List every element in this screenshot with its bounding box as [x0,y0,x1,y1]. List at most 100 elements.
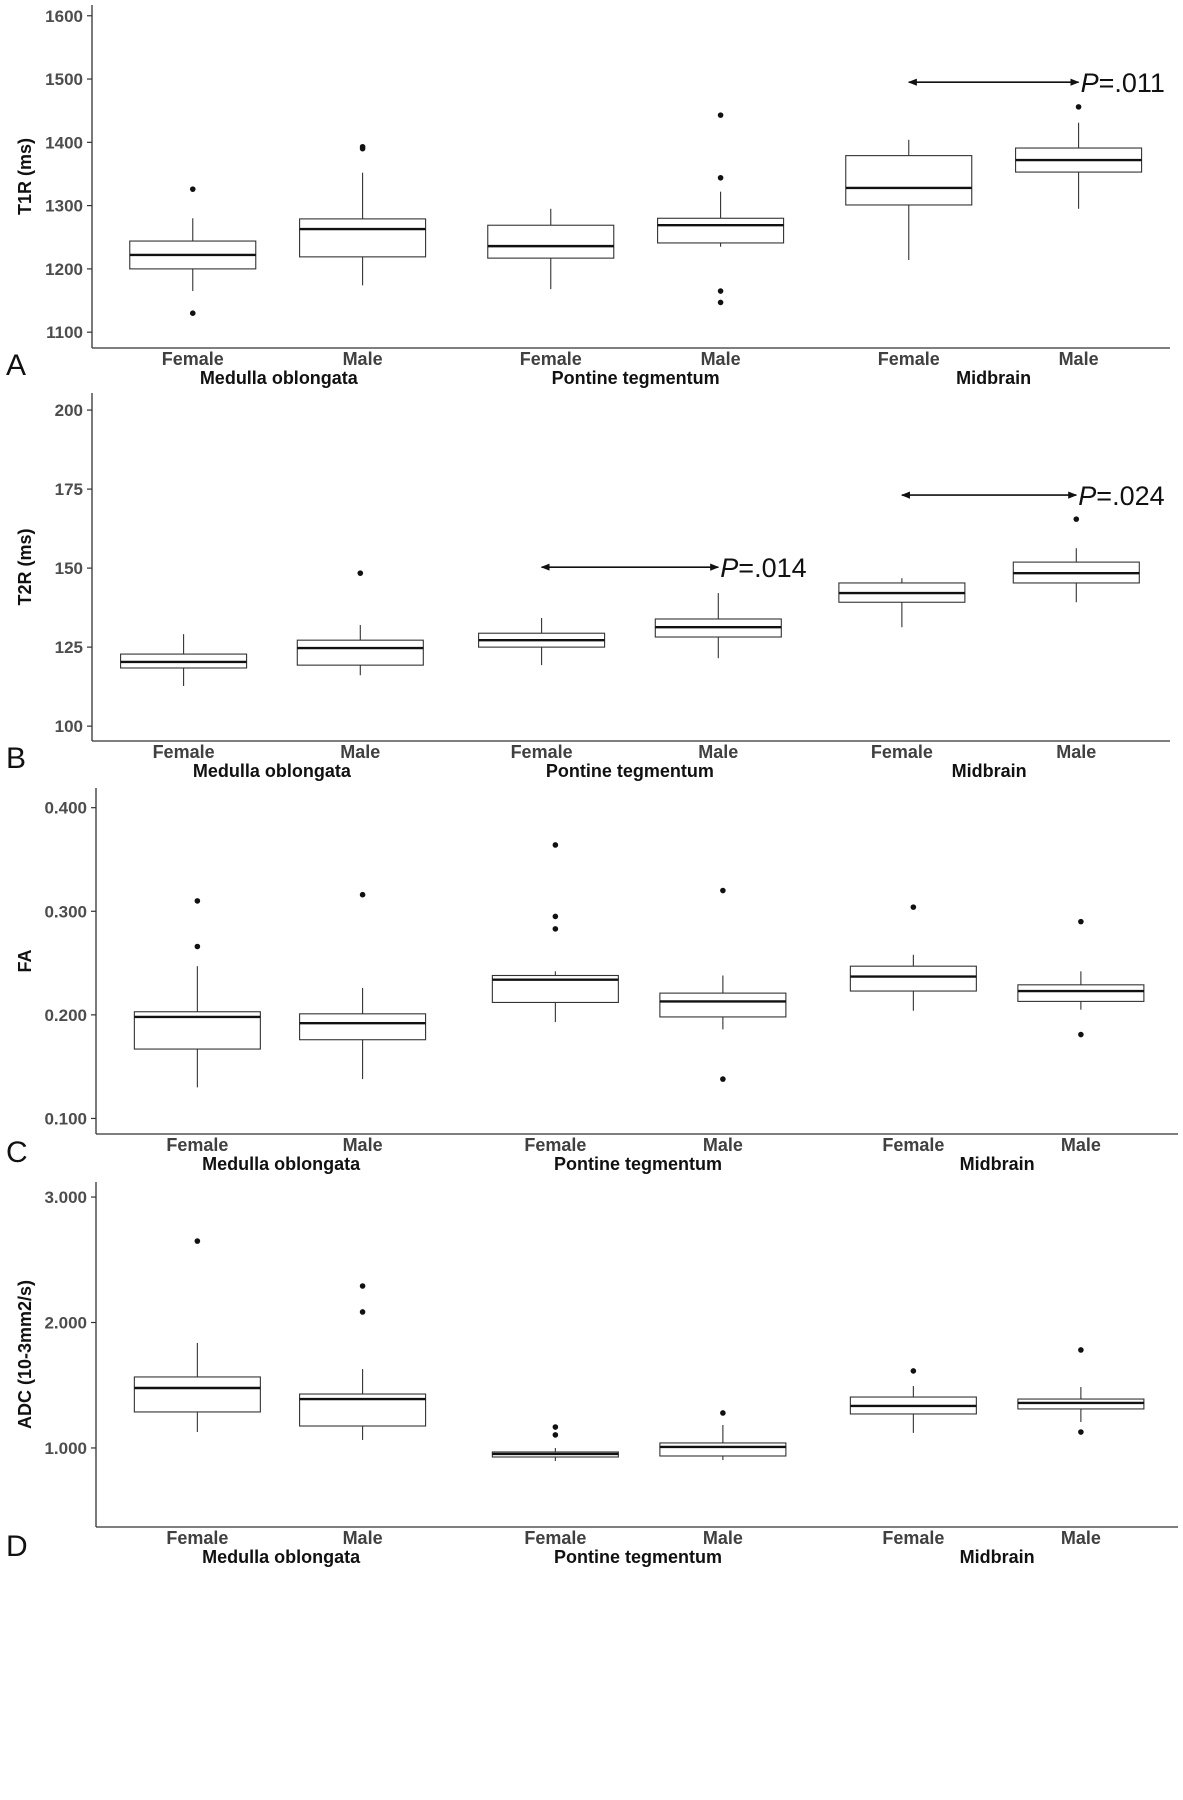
x-category-label: Male [343,349,383,369]
p-value-symbol: P [720,553,738,583]
x-category-label: Female [882,1528,944,1548]
x-group-label: Midbrain [956,368,1031,388]
box-2 [491,842,619,1023]
x-group-label: Pontine tegmentum [546,761,714,781]
y-tick-label: 125 [55,638,83,657]
y-tick-label: 1100 [46,323,83,342]
box-iqr [299,218,427,258]
outlier-point [1073,516,1080,522]
outlier-point [359,891,366,898]
box-5 [1017,918,1145,1038]
outlier-point [359,145,366,152]
outlier-point [194,898,201,904]
box-3 [659,887,787,1082]
outlier-point [1078,1347,1084,1353]
panel-letter: C [6,1136,28,1169]
box-iqr [659,1442,787,1457]
outlier-point [552,913,559,920]
x-category-label: Female [520,349,582,369]
x-category-label: Female [166,1135,228,1155]
p-value-label: P=.011 [1081,68,1165,98]
x-group-label: Medulla oblongata [202,1154,361,1174]
x-category-label: Male [343,1528,383,1548]
outlier-point [1078,918,1084,925]
outlier-point [717,288,724,294]
p-value-number: =.014 [738,553,806,583]
y-tick-label: 150 [55,559,83,578]
x-category-label: Female [511,742,573,762]
x-group-label: Medulla oblongata [202,1547,361,1567]
box-iqr [1017,984,1145,1002]
x-group-label: Midbrain [960,1547,1035,1567]
p-value-symbol: P [1081,68,1099,98]
box-1 [299,143,427,286]
x-group-label: Medulla oblongata [200,368,359,388]
box-5 [1017,1347,1145,1435]
x-group-label: Medulla oblongata [193,761,352,781]
box-iqr [849,965,977,992]
y-axis-title: ADC (10-3mm2/s) [15,1280,35,1429]
box-4 [849,1368,977,1433]
y-tick-label: 0.300 [44,902,87,921]
p-value-number: =.024 [1096,481,1164,511]
x-category-label: Male [340,742,380,762]
y-tick-label: 1500 [45,70,83,89]
x-category-label: Female [878,349,940,369]
panel-a: 1100 1200 1300 1400 1500 1600 T1R (ms) Female Ma… [6,5,1170,388]
outlier-point [717,174,724,181]
outlier-point [552,926,559,932]
panel-d: 1.000 2.000 3.000 ADC (10-3mm2/s) Female Male… [6,1182,1178,1567]
y-tick-label: 1400 [45,133,83,152]
y-tick-label: 175 [55,480,83,499]
outlier-point [720,1410,726,1416]
panel-c: 0.100 0.200 0.300 0.400 FA Female Male Female Ma… [6,788,1178,1174]
panel-letter: B [6,742,26,775]
p-value-number: =.011 [1099,68,1165,98]
x-category-label: Male [703,1135,743,1155]
outlier-point [552,1432,559,1438]
outlier-point [194,943,201,950]
outlier-point [910,904,917,910]
outlier-point [720,1076,726,1082]
panel-letter: A [6,349,26,382]
x-category-label: Male [1061,1135,1101,1155]
x-category-label: Female [882,1135,944,1155]
x-group-label: Pontine tegmentum [554,1547,722,1567]
x-group-label: Pontine tegmentum [554,1154,722,1174]
outlier-point [910,1368,917,1374]
y-tick-label: 0.200 [44,1006,87,1025]
y-tick-label: 0.400 [44,799,87,818]
x-category-label: Male [343,1135,383,1155]
x-category-label: Male [1056,742,1096,762]
y-axis-title: T2R (ms) [15,528,35,605]
box-0 [129,186,257,316]
x-category-label: Female [153,742,215,762]
x-category-label: Male [698,742,738,762]
x-category-label: Female [524,1528,586,1548]
outlier-point [717,299,724,306]
box-2 [491,1424,619,1462]
box-4 [845,139,973,261]
outlier-point [359,1283,366,1289]
box-3 [654,593,782,659]
y-tick-label: 0.100 [44,1109,87,1128]
outlier-point [189,186,196,192]
outlier-point [552,1424,559,1430]
box-0 [133,1238,261,1433]
x-category-label: Male [703,1528,743,1548]
box-0 [133,898,261,1088]
box-1 [296,570,424,676]
outlier-point [359,1309,366,1315]
x-category-label: Female [162,349,224,369]
x-category-label: Male [1061,1528,1101,1548]
box-0 [120,634,248,687]
y-tick-label: 1300 [45,197,83,216]
x-category-label: Female [871,742,933,762]
p-value-symbol: P [1078,481,1096,511]
x-category-label: Male [1059,349,1099,369]
y-tick-label: 2.000 [44,1314,87,1333]
box-iqr [296,639,424,666]
x-group-label: Midbrain [952,761,1027,781]
